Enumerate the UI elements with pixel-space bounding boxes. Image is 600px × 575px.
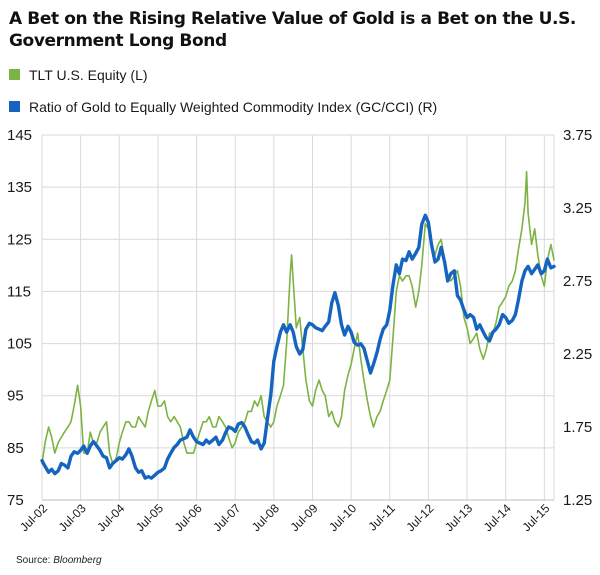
x-tick-label: Jul-04 (94, 501, 127, 534)
y-left-tick-label: 75 (7, 492, 24, 509)
y-left-tick-label: 85 (7, 440, 24, 457)
x-tick-label: Jul-09 (288, 501, 321, 534)
x-tick-label: Jul-10 (326, 501, 359, 534)
y-left-tick-label: 105 (7, 336, 32, 353)
x-tick-label: Jul-14 (481, 501, 514, 534)
x-tick-label: Jul-08 (249, 501, 282, 534)
y-left-tick-label: 135 (7, 179, 32, 196)
legend-item-tlt: TLT U.S. Equity (L) (9, 66, 589, 83)
x-tick-label: Jul-06 (172, 501, 205, 534)
y-right-tick-label: 1.75 (563, 419, 592, 436)
source-note: Source: Bloomberg (16, 555, 102, 566)
y-left-tick-label: 115 (7, 283, 31, 300)
y-right-tick-label: 2.75 (563, 273, 592, 290)
y-right-tick-label: 1.25 (563, 492, 592, 509)
x-tick-label: Jul-15 (519, 501, 552, 534)
y-left-tick-label: 145 (7, 127, 32, 144)
x-tick-label: Jul-12 (404, 501, 437, 534)
y-left-tick-label: 95 (7, 388, 24, 405)
chart-title: A Bet on the Rising Relative Value of Go… (9, 9, 576, 51)
source-label: Source: (16, 555, 51, 566)
legend: TLT U.S. Equity (L) Ratio of Gold to Equ… (9, 66, 589, 130)
y-right-tick-label: 3.25 (563, 200, 592, 217)
y-right-tick-label: 2.25 (563, 346, 592, 363)
y-right-tick-label: 3.75 (563, 127, 592, 144)
x-tick-label: Jul-13 (442, 501, 475, 534)
series-line-tlt (41, 170, 555, 465)
source-name: Bloomberg (53, 555, 102, 566)
x-tick-label: Jul-05 (133, 501, 166, 534)
legend-swatch-gold-ratio (9, 101, 20, 112)
x-tick-label: Jul-11 (366, 501, 399, 534)
legend-item-gold-ratio: Ratio of Gold to Equally Weighted Commod… (9, 98, 589, 115)
x-tick-label: Jul-03 (56, 501, 89, 534)
x-tick-label: Jul-07 (210, 501, 243, 534)
series-line-gold-ratio (40, 213, 556, 480)
y-left-tick-label: 125 (7, 231, 32, 248)
legend-label-tlt: TLT U.S. Equity (L) (29, 66, 148, 83)
legend-label-gold-ratio: Ratio of Gold to Equally Weighted Commod… (29, 98, 438, 115)
legend-swatch-tlt (9, 69, 20, 80)
